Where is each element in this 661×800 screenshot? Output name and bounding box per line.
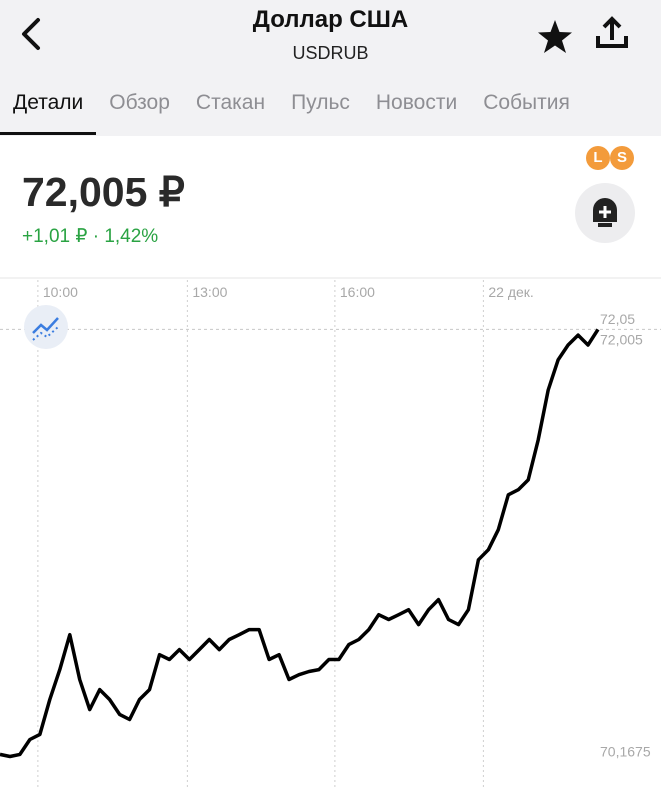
back-button[interactable] [22, 18, 40, 50]
price-line-label: 72,005 [600, 331, 643, 347]
x-tick-label: 13:00 [192, 284, 227, 300]
y-tick-label: 70,1675 [600, 744, 651, 760]
y-tick-label: 72,05 [600, 311, 635, 327]
tab[interactable]: Стакан [195, 91, 266, 114]
badge: S [610, 146, 634, 170]
price-line-series [0, 328, 600, 759]
x-tick-label: 22 дек. [488, 284, 533, 300]
tab[interactable]: Пульс [291, 91, 350, 114]
chart-mode-button[interactable] [24, 305, 68, 349]
x-tick-label: 16:00 [340, 284, 375, 300]
tab[interactable]: Новости [375, 91, 458, 114]
subtitle: USDRUB [292, 43, 369, 63]
badge: L [586, 146, 610, 170]
tab[interactable]: События [483, 91, 570, 114]
x-tick-label: 10:00 [43, 284, 78, 300]
favorite-button[interactable] [538, 20, 572, 53]
header-bar: Доллар США USDRUB Детали Обзор Стакан Пульс… [0, 0, 661, 136]
share-button[interactable] [596, 16, 628, 48]
price: 72,005 ₽ [22, 169, 185, 215]
tab-bar: Детали Обзор Стакан Пульс Новости События [0, 88, 583, 136]
price-change: +1,01 ₽ · 1,42% [22, 226, 159, 247]
alert-button[interactable] [575, 183, 635, 243]
tab[interactable]: Обзор [109, 91, 170, 114]
tab[interactable]: Детали [0, 88, 97, 135]
title: Доллар США [252, 6, 409, 33]
